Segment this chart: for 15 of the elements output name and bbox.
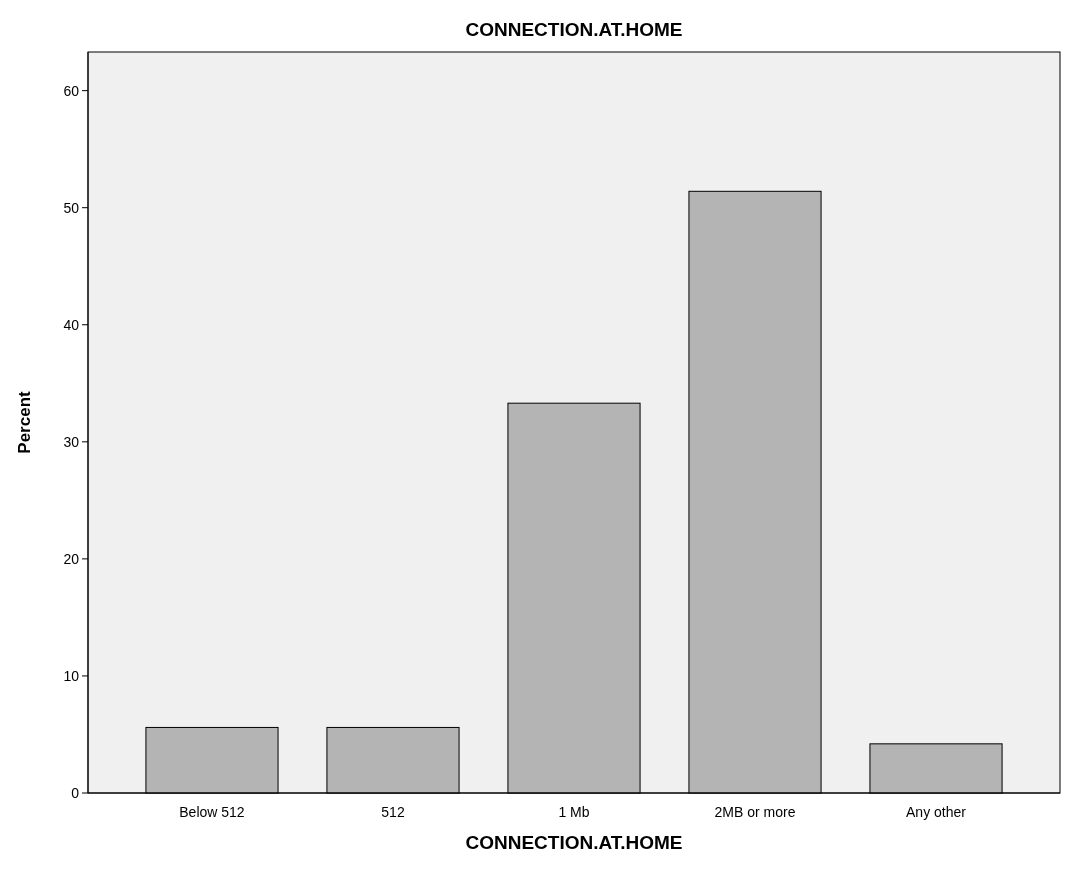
- x-axis-title: CONNECTION.AT.HOME: [465, 832, 683, 853]
- x-tick-label: Below 512: [179, 804, 245, 820]
- y-tick-label: 40: [63, 316, 80, 333]
- x-tick-label: 512: [381, 804, 405, 820]
- x-tick-label: Any other: [906, 804, 967, 820]
- y-tick-label: 10: [63, 667, 80, 684]
- y-axis-title: Percent: [15, 390, 34, 454]
- y-tick-label: 0: [71, 784, 80, 801]
- y-tick-label: 60: [63, 82, 80, 99]
- chart-title: CONNECTION.AT.HOME: [465, 19, 683, 40]
- y-tick-label: 30: [63, 433, 80, 450]
- y-tick-label: 50: [63, 199, 80, 216]
- y-tick-label: 20: [63, 550, 80, 567]
- x-tick-label: 2MB or more: [714, 804, 796, 820]
- x-tick-label: 1 Mb: [558, 804, 590, 820]
